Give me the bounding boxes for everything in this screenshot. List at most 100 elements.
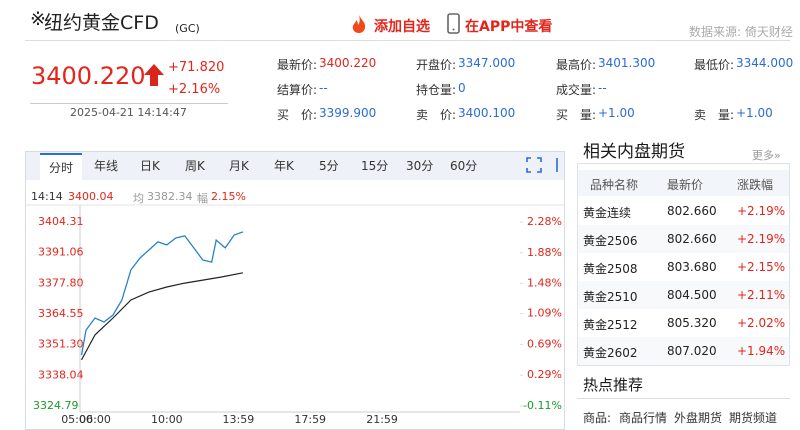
fullscreen-icons[interactable] <box>526 157 576 175</box>
tab[interactable]: 年线 <box>94 159 119 173</box>
x-tick-label: 17:59 <box>294 413 326 426</box>
table-row[interactable] <box>578 225 789 253</box>
field-value: 3344.000 <box>736 56 794 70</box>
field-value: 3400.220 <box>319 56 377 70</box>
up-arrow <box>144 64 164 86</box>
table-cell: 黄金2512 <box>583 318 638 332</box>
table-row[interactable] <box>578 253 789 281</box>
related-title: 相关内盘期货 <box>583 142 685 162</box>
y2-tick-label: 1.48% <box>527 277 562 290</box>
table-cell: +2.02% <box>737 316 786 330</box>
info-time: 14:14 <box>31 190 63 203</box>
hot-label: 商品: <box>583 411 612 425</box>
y2-tick-label: 2.28% <box>527 215 562 228</box>
table-cell: +2.19% <box>737 204 786 218</box>
hot-title: 热点推荐 <box>583 376 644 394</box>
y-tick-label: 3324.79 <box>33 399 79 412</box>
x-tick-label: 06:00 <box>79 413 111 426</box>
field-value: -- <box>598 81 607 95</box>
table-cell: 黄金2506 <box>583 234 638 248</box>
y2-tick-label: 0.69% <box>527 337 562 350</box>
hot-link[interactable]: 外盘期货 <box>674 411 723 425</box>
field-label: 最新价: <box>277 58 318 72</box>
table-cell: 804.500 <box>667 288 717 302</box>
field-value: 3400.100 <box>458 106 516 120</box>
price: 3400.220 <box>31 62 146 90</box>
add-watch[interactable]: 添加自选 <box>374 19 430 35</box>
x-tick-label: 05:00 <box>61 413 93 426</box>
related-table <box>577 163 790 366</box>
info-amp-label: 幅 <box>197 192 208 205</box>
field-label: 买 量: <box>556 108 597 122</box>
more-link[interactable]: 更多» <box>752 149 781 162</box>
table-cell: 802.660 <box>667 232 717 246</box>
tab[interactable]: 分时 <box>40 153 83 180</box>
divider <box>577 398 790 399</box>
tab[interactable]: 年K <box>274 159 294 173</box>
table-row[interactable] <box>578 337 789 365</box>
hot-link[interactable]: 商品行情 <box>619 411 668 425</box>
price-line <box>80 231 244 356</box>
divider <box>30 103 228 104</box>
y-tick-label: 3391.06 <box>38 246 84 259</box>
tab[interactable]: 15分 <box>361 159 389 173</box>
info-avg: 3382.34 <box>147 190 193 203</box>
table-cell: 黄金2602 <box>583 346 638 360</box>
x-tick-label: 21:59 <box>366 413 398 426</box>
table-cell: 807.020 <box>667 344 717 358</box>
field-label: 最低价: <box>694 58 735 72</box>
phone-icon <box>447 13 460 34</box>
tab[interactable]: 30分 <box>406 159 434 173</box>
average-line <box>80 272 244 361</box>
field-label: 卖 量: <box>694 108 735 122</box>
field-label: 结算价: <box>277 83 318 97</box>
tab[interactable]: 月K <box>229 159 249 173</box>
title: 纽约黄金CFD <box>44 12 159 34</box>
table-cell: 黄金2510 <box>583 290 638 304</box>
y2-tick-label: 0.29% <box>527 368 562 381</box>
x-tick-label: 10:00 <box>151 413 183 426</box>
table-row[interactable] <box>578 197 789 225</box>
y-tick-label: 3351.30 <box>38 338 84 351</box>
field-value: +1.00 <box>736 106 773 120</box>
table-cell: 802.660 <box>667 204 717 218</box>
y2-tick-label: 1.88% <box>527 246 562 259</box>
x-tick-label: 13:59 <box>223 413 255 426</box>
y-tick-label: 3404.31 <box>38 215 84 228</box>
source: 数据来源: 倚天财经 <box>689 25 793 39</box>
change: +71.820 <box>168 60 225 75</box>
hot-link[interactable]: 期货频道 <box>729 411 778 425</box>
info-price: 3400.04 <box>68 190 114 203</box>
field-value: -- <box>319 81 328 95</box>
table-cell: 黄金连续 <box>583 206 632 220</box>
field-label: 开盘价: <box>416 58 457 72</box>
table-row[interactable] <box>578 309 789 337</box>
fire-icon <box>352 15 366 33</box>
tab[interactable]: 周K <box>185 159 205 173</box>
table-cell: 805.320 <box>667 316 717 330</box>
tab[interactable]: 60分 <box>450 159 478 173</box>
y-tick-label: 3377.80 <box>38 276 84 289</box>
table-cell: +2.11% <box>737 288 786 302</box>
table-row[interactable] <box>578 281 789 309</box>
field-value: 3399.900 <box>319 106 377 120</box>
open-app[interactable]: 在APP中查看 <box>465 19 553 35</box>
table-cell: 黄金2508 <box>583 262 638 276</box>
code: (GC) <box>175 22 200 35</box>
title-mark: ※ <box>30 8 46 30</box>
change-pct: +2.16% <box>168 82 221 97</box>
table-header: 最新价 <box>667 178 704 192</box>
table-cell: +2.19% <box>737 232 786 246</box>
table-cell: 803.680 <box>667 260 717 274</box>
y-tick-label: 3364.55 <box>38 307 84 320</box>
info-amp: 2.15% <box>211 190 246 203</box>
intraday-chart: 3404.31 3391.06 3377.80 3364.55 3351.30 3338.… <box>26 204 564 426</box>
field-label: 持仓量: <box>416 83 457 97</box>
y-tick-label: 3338.04 <box>38 368 84 381</box>
field-label: 卖 价: <box>416 108 457 122</box>
divider <box>25 40 790 41</box>
table-cell: +1.94% <box>737 344 786 358</box>
tab[interactable]: 日K <box>140 159 160 173</box>
tab[interactable]: 5分 <box>319 159 339 173</box>
